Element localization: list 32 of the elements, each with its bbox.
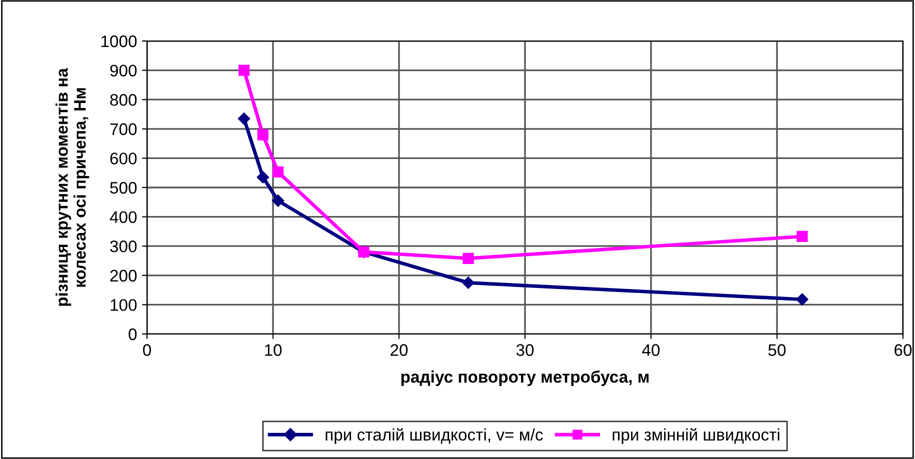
point <box>272 166 284 178</box>
x-axis-title: радіус повороту метробуса, м <box>401 370 649 386</box>
y-tick-label: 300 <box>110 240 137 252</box>
y-tick-label: 500 <box>110 182 137 194</box>
point <box>462 276 474 289</box>
point <box>462 252 474 264</box>
x-tick-label: 50 <box>768 344 786 356</box>
x-tick-label: 30 <box>516 344 534 356</box>
point <box>238 112 250 125</box>
legend-label: при змінній швидкості <box>612 428 780 444</box>
point <box>257 129 268 140</box>
x-tick-label: 60 <box>894 344 912 356</box>
y-tick-label: 800 <box>110 94 137 106</box>
x-tick-label: 20 <box>390 344 408 356</box>
y-tick-label: 100 <box>110 299 137 311</box>
y-tick-label: 600 <box>110 152 137 164</box>
point <box>796 230 808 242</box>
y-axis-title: різниця крутних моментів на колесах осі причепа, Нм <box>56 68 90 306</box>
x-tick-label: 0 <box>143 344 151 356</box>
y-tick-label: 0 <box>128 328 137 340</box>
point <box>796 293 808 306</box>
point <box>256 171 270 184</box>
y-tick-label: 400 <box>110 211 137 224</box>
legend-label: при сталій швидкості, v= м/с <box>326 428 543 444</box>
y-tick-label: 200 <box>110 270 137 282</box>
y-tick-label: 900 <box>110 64 137 77</box>
y-tick-label: 1000 <box>101 35 137 48</box>
point <box>272 194 284 207</box>
x-tick-label: 10 <box>265 344 282 356</box>
x-tick-label: 40 <box>642 344 660 356</box>
point <box>238 64 250 76</box>
y-tick-label: 700 <box>110 123 137 136</box>
